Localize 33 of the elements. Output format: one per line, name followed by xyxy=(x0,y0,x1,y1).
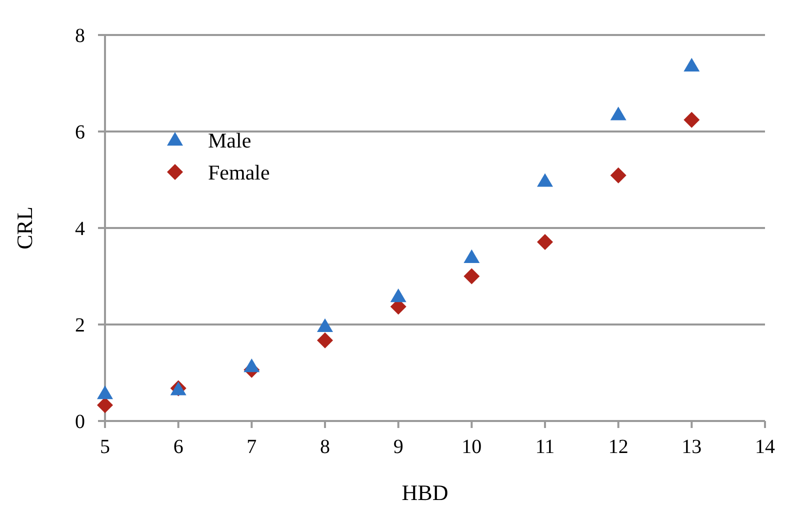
point xyxy=(684,58,700,72)
y-tick-label: 4 xyxy=(75,218,85,240)
point xyxy=(537,234,553,250)
legend-label: Male xyxy=(208,128,252,152)
x-tick-label: 6 xyxy=(173,436,184,458)
x-tick-label: 11 xyxy=(535,436,555,458)
point xyxy=(317,318,333,332)
point xyxy=(97,397,113,414)
y-tick-label: 2 xyxy=(75,314,85,336)
point xyxy=(97,385,113,400)
point xyxy=(537,173,553,187)
x-tick-label: 14 xyxy=(755,436,775,458)
point xyxy=(390,288,406,302)
x-tick-label: 12 xyxy=(608,436,628,458)
point xyxy=(464,268,480,284)
y-tick-label: 8 xyxy=(75,25,85,47)
x-axis-title: HBD xyxy=(402,480,448,505)
x-tick-label: 8 xyxy=(320,436,330,458)
y-tick-label: 0 xyxy=(75,411,85,433)
point xyxy=(317,332,333,348)
point xyxy=(610,167,626,184)
x-tick-label: 10 xyxy=(462,436,482,458)
y-axis-title: CRL xyxy=(12,206,37,250)
y-tick-label: 6 xyxy=(75,122,85,144)
x-tick-label: 13 xyxy=(682,436,702,458)
x-tick-label: 5 xyxy=(100,436,110,458)
point xyxy=(464,249,480,264)
point xyxy=(244,358,260,372)
point xyxy=(610,106,626,120)
point xyxy=(684,112,700,128)
x-tick-label: 7 xyxy=(246,436,257,458)
legend-label: Female xyxy=(208,160,270,184)
x-tick-label: 9 xyxy=(393,436,404,458)
